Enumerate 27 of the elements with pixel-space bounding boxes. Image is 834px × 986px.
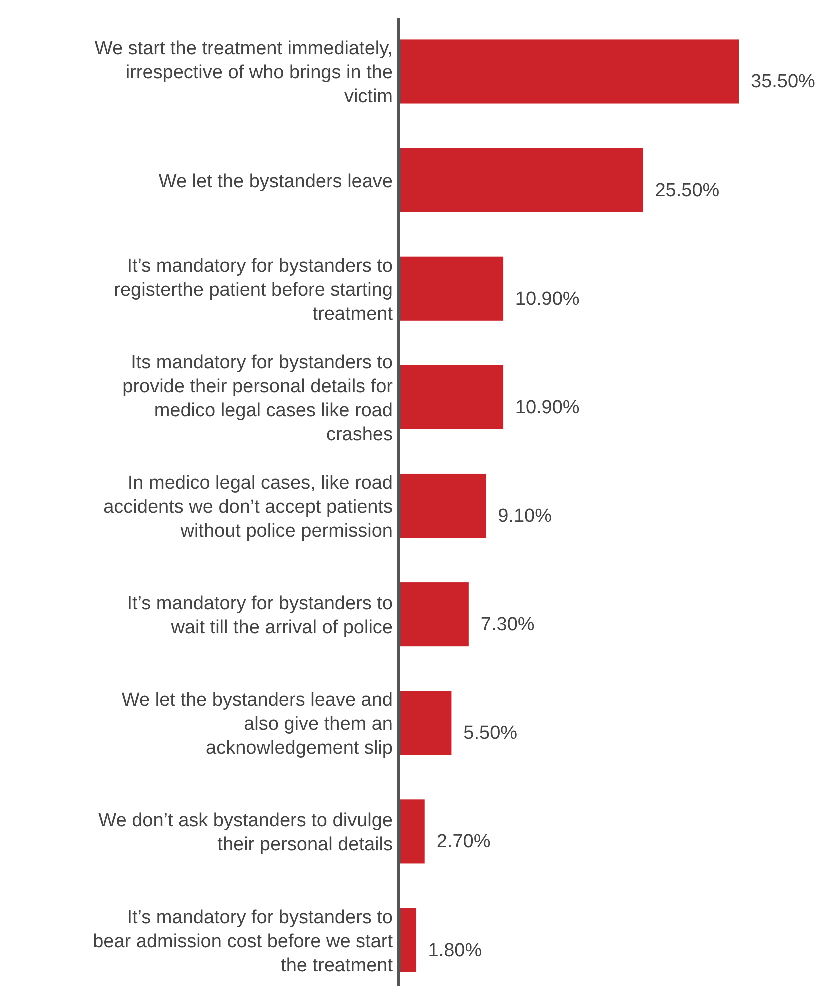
y-tick-label: We let the bystanders leave and also give them an acknowledgement slip [122,690,393,760]
y-tick-label: Its mandatory for bystanders to provide their personal details for medico legal cases like road crashes [122,352,394,446]
bar [399,365,504,430]
data-label: 10.90% [515,397,580,418]
data-label: 25.50% [655,180,720,202]
bar [399,148,644,212]
data-label: 9.10% [498,506,552,527]
data-label: 10.90% [515,288,580,310]
bar [399,908,416,972]
bar [399,256,504,321]
y-tick-label: It’s mandatory for bystanders to bear admission cost before we start the treatment [93,907,394,976]
y-tick-label: In medico legal cases, like road accidents we don’t accept patients without police permission [104,473,393,542]
y-tick-label: It’s mandatory for bystanders to wait till the arrival of police [127,594,393,639]
y-tick-label: It’s mandatory for bystanders to registerthe patient before starting treatment [114,256,394,325]
y-tick-label: We don’t ask bystanders to divulge their personal details [98,810,393,856]
y-tick-label: We start the treatment immediately, irrespective of who brings in the victim [94,38,393,108]
data-label: 1.80% [428,940,482,962]
data-label: 7.30% [480,614,535,636]
bar [399,40,739,104]
bar [399,800,425,864]
data-label: 35.50% [751,72,816,93]
y-tick-label: We let the bystanders leave [158,171,393,192]
bar [399,582,469,647]
data-label: 2.70% [436,832,491,853]
data-label: 5.50% [464,723,518,744]
bar [399,691,452,756]
bar [399,474,486,538]
